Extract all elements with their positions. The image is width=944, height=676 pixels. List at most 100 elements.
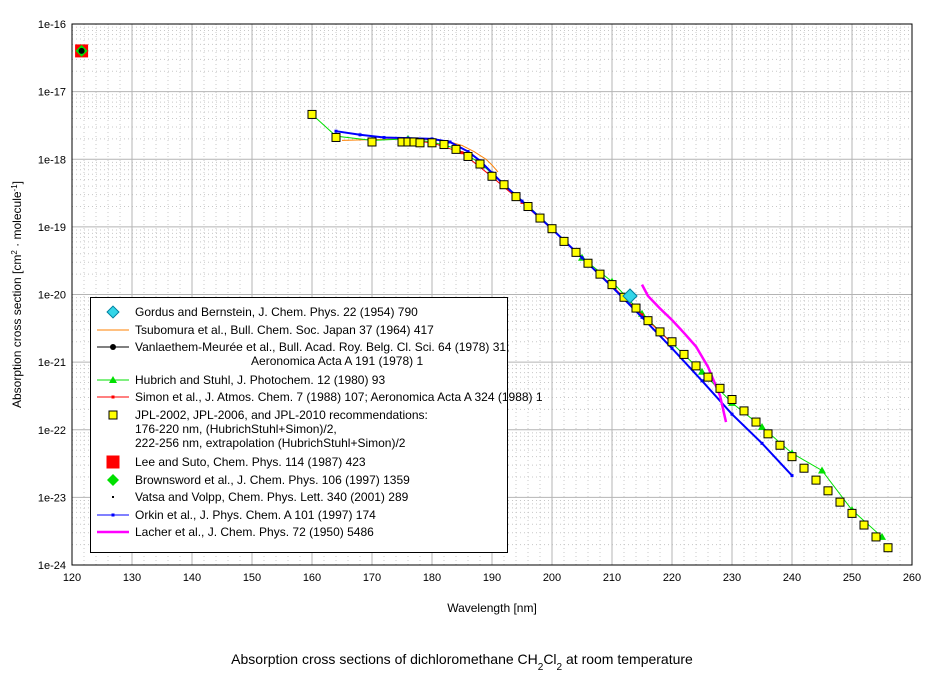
hubrich-and-stuhl-point bbox=[758, 422, 766, 430]
jpl--point bbox=[583, 258, 593, 268]
orkin-et-al--point bbox=[640, 315, 644, 319]
gordus-and-bernstein-point bbox=[106, 305, 120, 319]
chart-title-part: Absorption cross sections of dichloromet… bbox=[231, 651, 538, 667]
legend-label: Gordus and Bernstein, J. Chem. Phys. 22 … bbox=[135, 305, 418, 319]
orkin-et-al--point bbox=[730, 412, 734, 416]
legend-symbol bbox=[97, 375, 129, 383]
legend-symbol bbox=[97, 395, 129, 399]
legend-symbol bbox=[97, 344, 129, 350]
legend-label: Lee and Suto, Chem. Phys. 114 (1987) 423 bbox=[135, 455, 366, 469]
chart-title-part: at room temperature bbox=[562, 651, 693, 667]
jpl--point bbox=[523, 202, 533, 212]
x-tick-label: 210 bbox=[603, 572, 621, 584]
jpl--point bbox=[643, 316, 653, 326]
jpl--point bbox=[571, 247, 581, 257]
jpl--point bbox=[871, 532, 881, 542]
vanlaethem-meur-e-et-al--point bbox=[110, 344, 116, 350]
chart-title: Absorption cross sections of dichloromet… bbox=[231, 651, 693, 673]
jpl--point bbox=[108, 410, 118, 419]
legend-symbol bbox=[112, 496, 114, 498]
orkin-et-al--point bbox=[520, 199, 524, 203]
simon-et-al--point bbox=[640, 313, 644, 317]
y-tick-label: 1e-23 bbox=[38, 492, 66, 504]
x-tick-label: 120 bbox=[63, 572, 81, 584]
jpl--point bbox=[547, 224, 557, 234]
chart-title-part: 2 bbox=[557, 662, 563, 673]
x-tick-label: 230 bbox=[723, 572, 741, 584]
lee-and-suto-point bbox=[106, 455, 120, 469]
simon-et-al--point bbox=[111, 395, 115, 399]
jpl--point bbox=[715, 383, 725, 393]
y-axis-label-part: -1 bbox=[10, 184, 19, 192]
jpl--point bbox=[823, 486, 833, 496]
legend-label: Vatsa and Volpp, Chem. Phys. Lett. 340 (… bbox=[135, 490, 409, 504]
brownsword-et-al--point bbox=[107, 473, 119, 486]
jpl--point bbox=[775, 440, 785, 450]
jpl--point bbox=[439, 140, 449, 150]
y-tick-label: 1e-20 bbox=[38, 290, 66, 302]
legend-symbol bbox=[107, 473, 119, 486]
jpl--point bbox=[463, 151, 473, 161]
jpl--point bbox=[727, 395, 737, 405]
y-tick-label: 1e-18 bbox=[38, 154, 66, 166]
x-tick-label: 240 bbox=[783, 572, 801, 584]
orkin-et-al--point bbox=[334, 129, 338, 133]
orkin-et-al--point bbox=[358, 133, 362, 137]
x-tick-label: 130 bbox=[123, 572, 141, 584]
y-axis-label-part: ] bbox=[10, 181, 24, 184]
jpl--point bbox=[307, 109, 317, 119]
jpl--point bbox=[415, 138, 425, 148]
legend-label: Vanlaethem-Meurée et al., Bull. Acad. Ro… bbox=[135, 340, 510, 368]
jpl--point bbox=[427, 138, 437, 148]
x-tick-label: 180 bbox=[423, 572, 441, 584]
y-axis-label-part: 2 bbox=[10, 250, 19, 255]
jpl--point bbox=[751, 417, 761, 427]
x-tick-label: 250 bbox=[843, 572, 861, 584]
jpl--point bbox=[691, 361, 701, 371]
legend-label: Brownsword et al., J. Chem. Phys. 106 (1… bbox=[135, 472, 410, 487]
series-line bbox=[341, 138, 499, 173]
vatsa-and-volpp-point bbox=[80, 49, 83, 52]
orkin-et-al--point bbox=[111, 513, 115, 516]
y-tick-label: 1e-22 bbox=[38, 425, 66, 437]
jpl--point bbox=[847, 508, 857, 518]
legend-symbol bbox=[106, 455, 120, 469]
legend-label: Simon et al., J. Atmos. Chem. 7 (1988) 1… bbox=[135, 390, 543, 404]
legend-label: JPL-2002, JPL-2006, and JPL-2010 recomme… bbox=[135, 407, 428, 450]
x-tick-label: 220 bbox=[663, 572, 681, 584]
jpl--point bbox=[535, 213, 545, 223]
jpl--point bbox=[655, 327, 665, 337]
jpl--point bbox=[883, 543, 893, 553]
y-tick-label: 1e-19 bbox=[38, 222, 66, 234]
y-tick-label: 1e-24 bbox=[38, 560, 66, 572]
hubrich-and-stuhl-point bbox=[109, 375, 117, 383]
orkin-et-al--point bbox=[670, 346, 674, 350]
jpl--point bbox=[703, 372, 713, 382]
legend-label: Hubrich and Stuhl, J. Photochem. 12 (198… bbox=[135, 372, 386, 387]
gordus-and-bernstein-point bbox=[622, 288, 638, 304]
jpl--point bbox=[835, 497, 845, 507]
orkin-et-al--point bbox=[466, 150, 470, 154]
jpl--point bbox=[811, 475, 821, 485]
jpl--point bbox=[559, 236, 569, 246]
jpl--point bbox=[787, 452, 797, 462]
jpl--point bbox=[487, 171, 497, 181]
legend-label: Lacher et al., J. Chem. Phys. 72 (1950) … bbox=[135, 525, 374, 539]
jpl--point bbox=[595, 269, 605, 279]
jpl--point bbox=[739, 406, 749, 416]
legend-symbol bbox=[106, 305, 120, 319]
jpl--point bbox=[631, 303, 641, 313]
jpl--point bbox=[859, 520, 869, 530]
chart-title-part: 2 bbox=[538, 662, 544, 673]
legend-symbol bbox=[108, 410, 118, 419]
x-tick-label: 140 bbox=[183, 572, 201, 584]
y-tick-label: 1e-17 bbox=[38, 87, 66, 99]
vatsa-and-volpp-point bbox=[112, 496, 114, 498]
orkin-et-al--point bbox=[580, 256, 584, 260]
x-tick-label: 160 bbox=[303, 572, 321, 584]
y-tick-label: 1e-16 bbox=[38, 19, 66, 31]
jpl--point bbox=[607, 280, 617, 290]
jpl--point bbox=[367, 137, 377, 147]
x-tick-label: 150 bbox=[243, 572, 261, 584]
legend: Gordus and Bernstein, J. Chem. Phys. 22 … bbox=[90, 297, 543, 553]
